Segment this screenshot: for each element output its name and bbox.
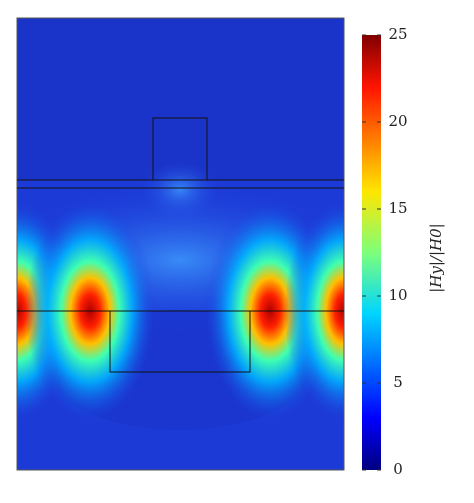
colorbar-ticks: 0 5 10 15 20 25 (362, 25, 408, 478)
colorbar-tick-label: 5 (393, 373, 403, 391)
field-map (17, 18, 344, 470)
colorbar-tick-label: 25 (388, 25, 407, 43)
colorbar-tick-label: 0 (393, 460, 403, 478)
colorbar-tick-label: 15 (388, 199, 407, 217)
colorbar-tick-label: 10 (388, 286, 407, 304)
colorbar-tick-label: 20 (388, 112, 407, 130)
colorbar (362, 35, 381, 470)
colorbar-label: |Hy|/|H0| (427, 223, 445, 292)
geometry-outline (16, 17, 345, 471)
